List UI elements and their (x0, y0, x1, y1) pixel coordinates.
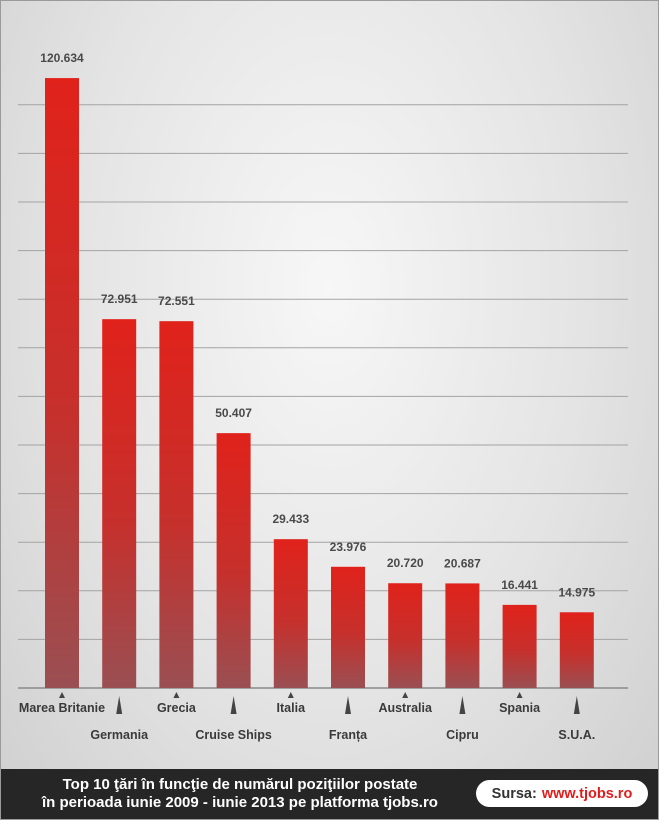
bar-value-label: 50.407 (215, 406, 252, 420)
bar (502, 604, 537, 688)
pointer-icon (516, 692, 523, 698)
bar-value-label: 120.634 (40, 51, 84, 65)
pointer-icon (59, 692, 65, 698)
caption-line-2: în perioada iunie 2009 - iunie 2013 pe p… (42, 794, 438, 811)
category-label: Germania (90, 728, 149, 742)
source-link[interactable]: www.tjobs.ro (541, 785, 633, 802)
category-label: Spania (499, 701, 541, 715)
category-label: Cipru (446, 728, 479, 742)
bar (388, 583, 423, 688)
bar-value-label: 72.551 (158, 294, 195, 308)
bar (273, 539, 308, 688)
footer-bar: Top 10 ţări în funcţie de numărul poziţi… (1, 769, 658, 819)
bars (45, 78, 594, 689)
bar-chart: 120.634 Marea Britanie 72.951 Germania 72.55… (18, 51, 628, 742)
pointer-icon (402, 692, 409, 698)
bar (159, 321, 194, 688)
category-label: S.U.A. (558, 728, 595, 742)
pointer-icon (345, 696, 351, 714)
category-label: Italia (277, 701, 307, 715)
category-label: Cruise Ships (195, 728, 271, 742)
bar (45, 78, 79, 689)
bar (216, 433, 251, 688)
category-label: Marea Britanie (19, 701, 105, 715)
pointer-icon (116, 696, 123, 714)
category-label: Franța (329, 728, 368, 742)
bar-value-label: 29.433 (272, 512, 309, 526)
pointer-icon (230, 696, 237, 714)
pointer-icon (173, 692, 180, 698)
bar (331, 566, 365, 688)
labels: 120.634 Marea Britanie 72.951 Germania 72.55… (19, 51, 596, 742)
bar-value-label: 20.687 (444, 556, 481, 570)
bar-value-label: 23.976 (330, 540, 367, 554)
source-badge: Sursa: www.tjobs.ro (476, 780, 648, 807)
chart-caption: Top 10 ţări în funcţie de numărul poziţi… (15, 776, 465, 812)
bar (445, 583, 480, 688)
source-label: Sursa: (491, 785, 537, 802)
caption-line-1: Top 10 ţări în funcţie de numărul poziţi… (62, 776, 418, 793)
bar (559, 612, 594, 688)
pointer-icon (459, 696, 466, 714)
category-label: Grecia (157, 701, 197, 715)
bar-value-label: 72.951 (101, 292, 138, 306)
bar-value-label: 16.441 (501, 578, 538, 592)
bar-value-label: 14.975 (558, 585, 595, 599)
pointer-icon (287, 692, 294, 698)
bar-value-label: 20.720 (387, 556, 424, 570)
pointer-icon (573, 696, 580, 714)
category-label: Australia (378, 701, 433, 715)
bar (102, 319, 137, 688)
